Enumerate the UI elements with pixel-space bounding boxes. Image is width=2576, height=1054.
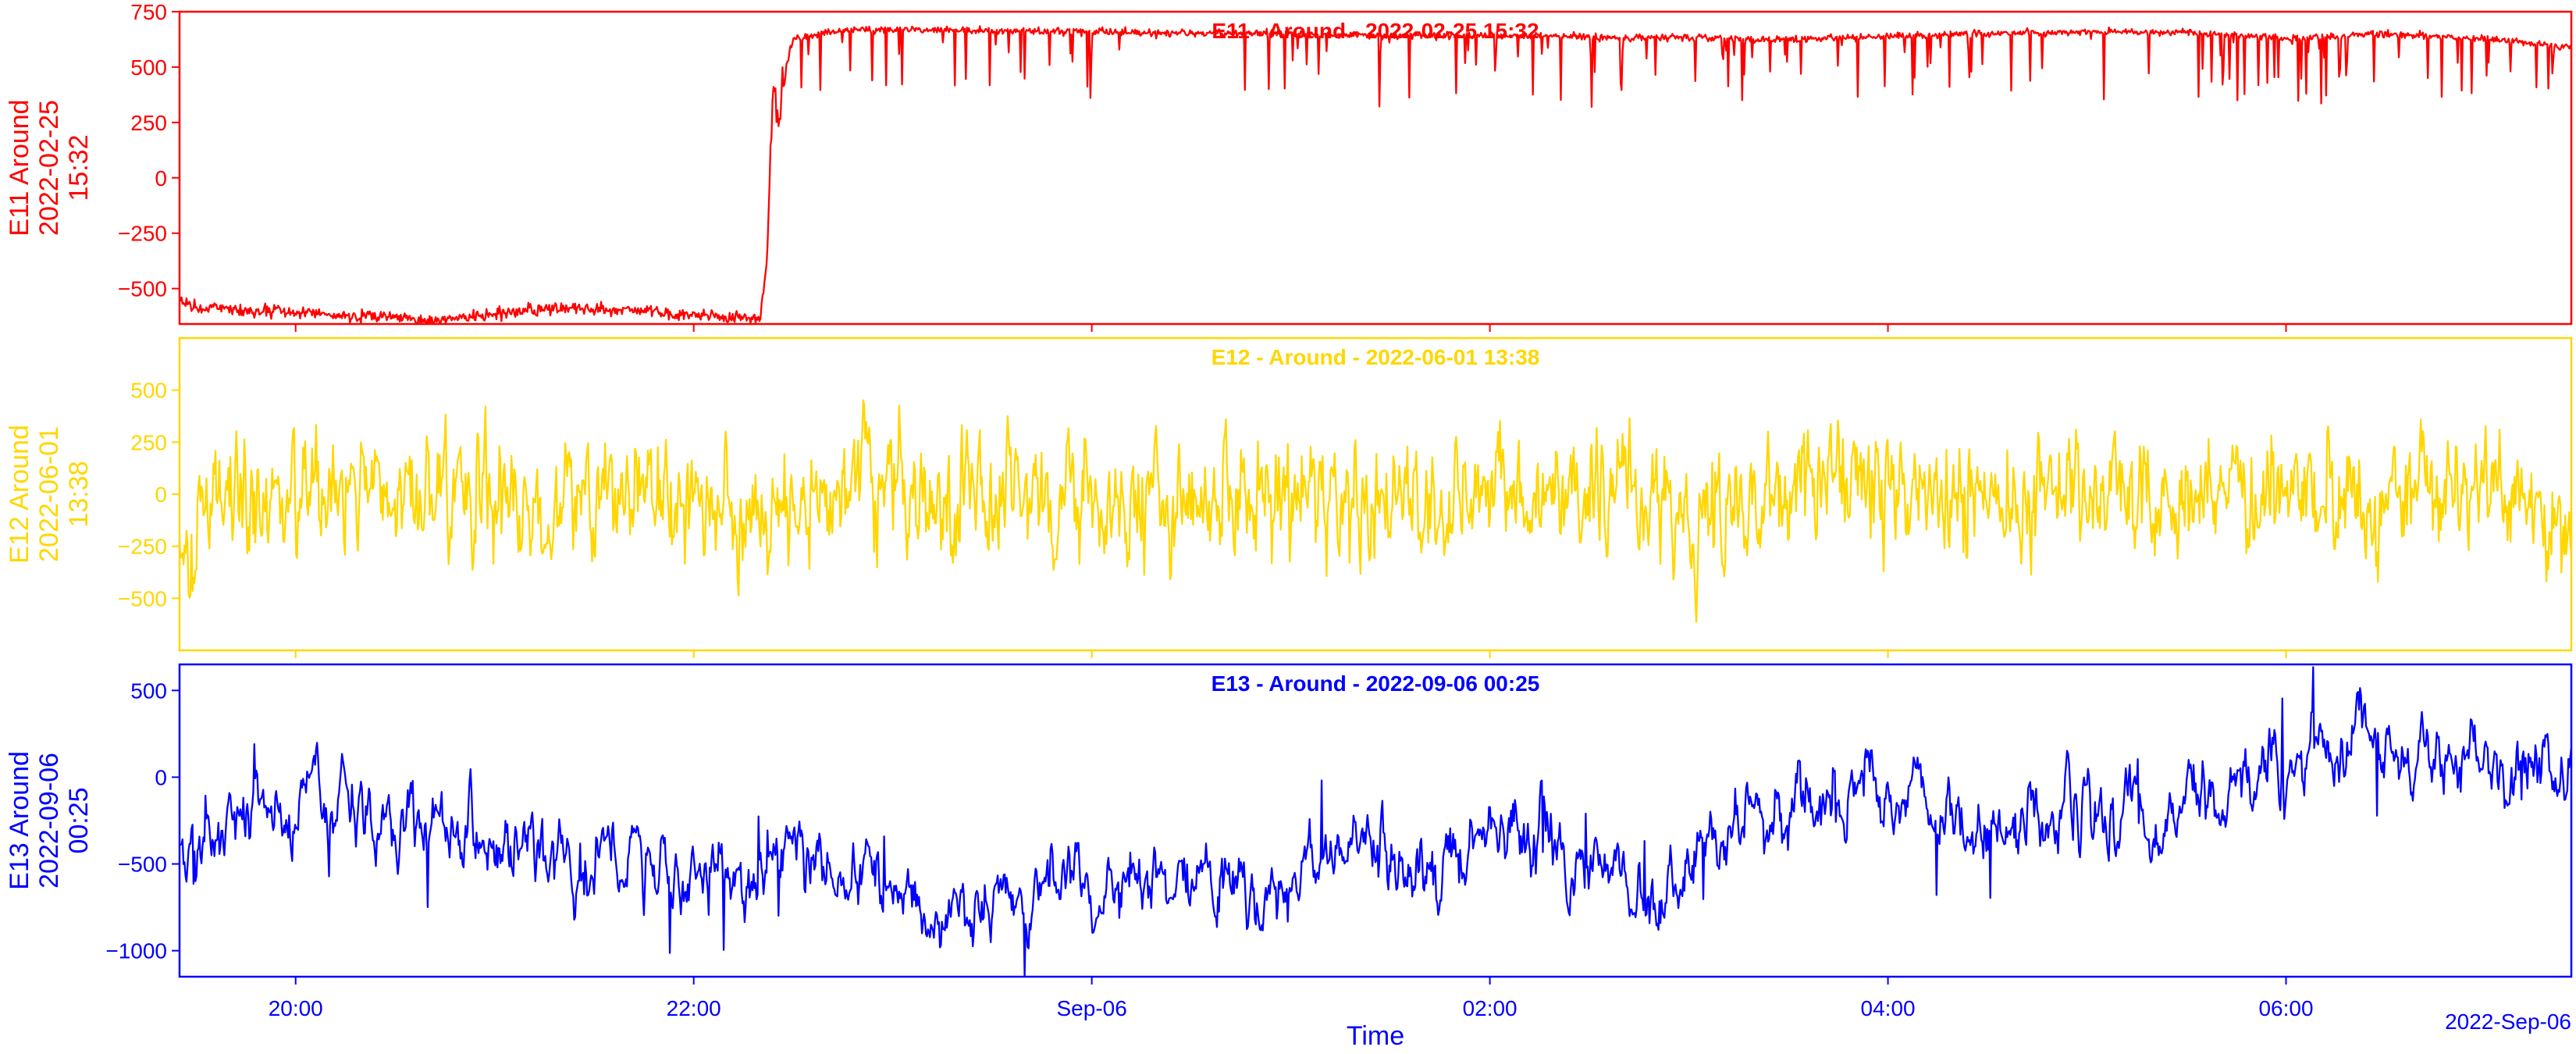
series-line-e12 — [178, 399, 2573, 623]
y-tick-label: −500 — [118, 586, 167, 611]
x-axis-label: Time — [1347, 1021, 1404, 1051]
y-tick-label: −250 — [118, 222, 167, 246]
y-tick-label: −1000 — [105, 939, 167, 963]
plot-frame — [178, 663, 2573, 978]
y-tick-label: −500 — [118, 277, 167, 301]
x-axis-date-offset: 2022-Sep-06 — [2445, 1009, 2571, 1034]
x-tick-label: 20:00 — [269, 996, 323, 1020]
y-tick-label: 250 — [130, 111, 167, 135]
y-tick-label: 0 — [155, 765, 167, 789]
x-tick-label: Sep-06 — [1057, 996, 1127, 1020]
y-tick-label: 0 — [155, 482, 167, 507]
y-axis-label: E12 Around2022-06-0113:38 — [5, 425, 94, 564]
series-line-e11 — [178, 25, 2573, 324]
y-tick-label: 500 — [130, 379, 167, 403]
y-tick-label: 0 — [155, 166, 167, 191]
y-tick-label: 250 — [130, 430, 167, 454]
x-tick-label: 06:00 — [2258, 996, 2313, 1020]
y-tick-label: 750 — [130, 0, 167, 24]
plot-frame — [178, 10, 2573, 326]
panel-title: E12 - Around - 2022-06-01 13:38 — [1212, 345, 1540, 369]
y-axis-label: E11 Around2022-02-2515:32 — [5, 99, 94, 236]
x-tick-label: 22:00 — [667, 996, 721, 1020]
panel-1: 750 500 250 0 −250 −500 E11 - Around - 2022-02… — [5, 0, 2573, 332]
y-tick-label: −250 — [118, 535, 167, 559]
panel-title: E11 - Around - 2022-02-25 15:32 — [1212, 19, 1539, 43]
x-tick-label: 04:00 — [1861, 996, 1916, 1020]
y-tick-label: 500 — [130, 55, 167, 80]
y-axis-label: E13 Around2022-09-0600:25 — [5, 751, 94, 890]
panel-3: 500 0 −500 −1000 E13 - Around - 2022-09-06 0… — [5, 663, 2573, 985]
y-tick-label: 500 — [130, 678, 167, 703]
panel-title: E13 - Around - 2022-09-06 00:25 — [1212, 671, 1540, 696]
series-line-e13 — [179, 666, 2573, 977]
panel-2: 500 250 0 −250 −500 E12 - Around - 2022-06-01… — [5, 336, 2573, 658]
y-tick-label: −500 — [118, 853, 167, 877]
x-tick-label: 02:00 — [1463, 996, 1517, 1020]
